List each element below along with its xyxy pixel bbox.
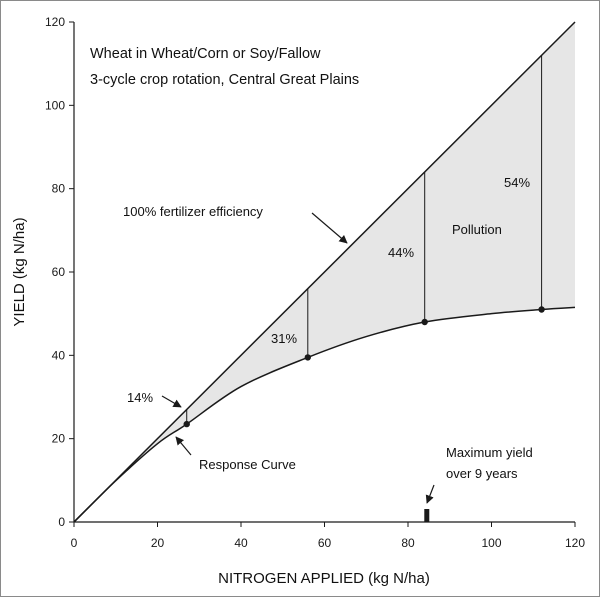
x-axis-title: NITROGEN APPLIED (kg N/ha)	[218, 570, 430, 587]
x-tick-label: 20	[151, 536, 165, 550]
x-tick-label: 80	[401, 536, 415, 550]
percent-label-31: 31%	[271, 331, 297, 346]
x-tick-label: 60	[318, 536, 332, 550]
percent-label-44: 44%	[388, 245, 414, 260]
percent-label-54: 54%	[504, 175, 530, 190]
y-tick-label: 20	[52, 432, 66, 446]
efficiency-label-arrow	[311, 212, 348, 244]
response-point	[183, 420, 190, 428]
x-tick-label: 100	[481, 536, 501, 550]
efficiency-line-label: 100% fertilizer efficiency	[123, 204, 263, 219]
y-tick-label: 60	[52, 265, 66, 279]
percent-14-arrow	[161, 395, 182, 408]
max-yield-arrow	[425, 484, 435, 504]
y-tick-label: 120	[45, 15, 65, 29]
x-tick-label: 0	[71, 536, 78, 550]
chart-title-line-1: Wheat in Wheat/Corn or Soy/Fallow	[90, 46, 321, 62]
series-layer	[73, 21, 576, 523]
max-yield-label-line-2: over 9 years	[446, 466, 518, 481]
axes-layer: 0 20 40 60 80 100 120 0 20 40 60 80 100 120	[45, 15, 585, 550]
x-tick-label: 40	[234, 536, 248, 550]
response-point	[304, 354, 311, 361]
y-tick-label: 80	[52, 182, 66, 196]
y-tick-label: 40	[52, 348, 66, 362]
labels-layer	[161, 212, 435, 504]
y-tick-label: 100	[45, 98, 65, 112]
efficiency-line	[73, 21, 576, 523]
response-point	[421, 318, 428, 326]
response-curve-label-arrow	[175, 436, 192, 456]
max-yield-marker	[424, 509, 430, 522]
chart-title-line-2: 3-cycle crop rotation, Central Great Pla…	[90, 72, 359, 88]
y-axis-title: YIELD (kg N/ha)	[11, 217, 28, 326]
x-tick-label: 120	[565, 536, 585, 550]
pollution-region-label: Pollution	[452, 222, 502, 237]
response-point	[538, 306, 545, 313]
y-tick-label: 0	[58, 515, 65, 529]
response-curve-label: Response Curve	[199, 457, 296, 472]
max-yield-label-line-1: Maximum yield	[446, 445, 533, 460]
percent-label-14: 14%	[127, 390, 153, 405]
